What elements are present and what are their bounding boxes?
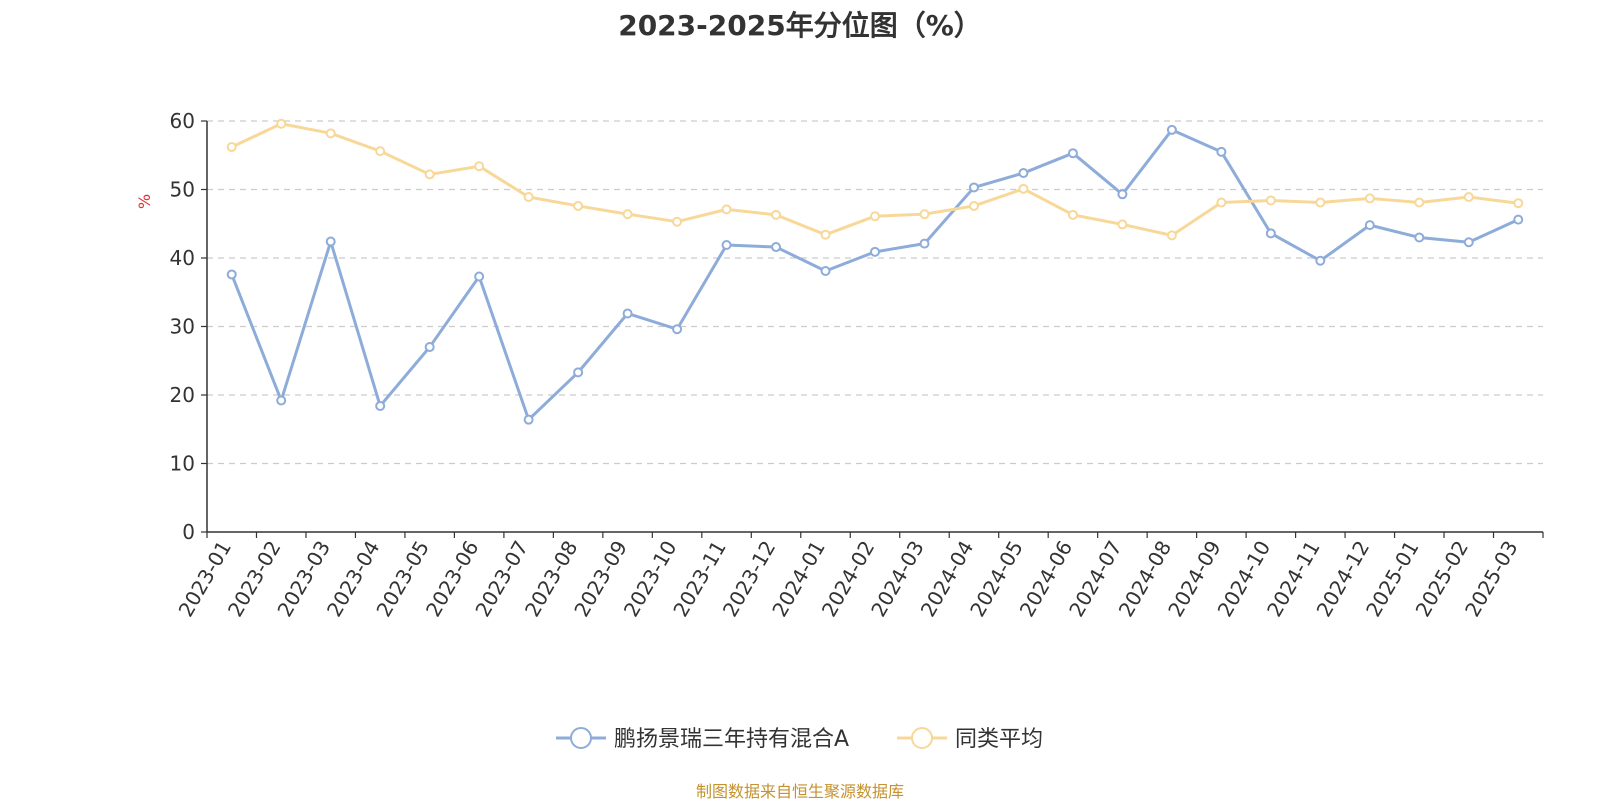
data-point [622,209,633,220]
data-point [1265,228,1276,239]
y-axis-label: % [135,194,154,209]
legend-label: 同类平均 [955,727,1043,752]
data-point [325,128,336,139]
data-point [375,400,386,411]
y-tick-label: 0 [182,520,195,544]
data-point [573,200,584,211]
y-tick-label: 60 [170,109,195,133]
data-point [820,229,831,240]
data-point [672,324,683,335]
data-point [474,161,485,172]
data-point [1364,193,1375,204]
data-point [1315,197,1326,208]
data-point [771,209,782,220]
data-point [1513,198,1524,209]
data-point [276,118,287,129]
chart-title: 2023-2025年分位图（%） [618,9,982,42]
data-point [771,242,782,253]
data-point [1513,214,1524,225]
source-note: 制图数据来自恒生聚源数据库 [695,782,904,801]
data-point [1067,209,1078,220]
data-point [919,209,930,220]
data-point [1018,168,1029,179]
data-point [1414,232,1425,243]
data-point [1067,148,1078,159]
data-point [968,200,979,211]
data-point [226,269,237,280]
data-point [919,238,930,249]
data-point [325,236,336,247]
data-point [672,216,683,227]
data-point [424,342,435,353]
data-point [870,246,880,257]
data-point [523,192,534,203]
data-point [1117,189,1128,200]
data-point [721,239,732,250]
data-point [1018,183,1029,194]
data-point [1414,197,1425,208]
data-point [622,308,633,319]
data-point [474,271,485,282]
legend-marker [911,727,933,749]
data-point [1216,197,1227,208]
y-tick-label: 40 [170,246,195,270]
legend-marker [570,727,592,749]
data-point [573,367,584,378]
data-point [820,266,831,277]
data-point [870,211,880,222]
legend-label: 鹏扬景瑞三年持有混合A [614,727,849,752]
data-point [1216,146,1227,157]
data-point [1315,255,1326,266]
y-tick-label: 10 [170,452,195,476]
data-point [276,395,287,406]
data-point [968,182,979,193]
data-point [226,142,237,153]
data-point [1364,220,1375,231]
data-point [1166,124,1177,135]
data-point [375,146,386,157]
data-point [1265,195,1276,206]
data-point [523,414,534,425]
data-point [1117,219,1128,230]
y-tick-label: 50 [170,178,195,202]
y-tick-label: 30 [170,315,195,339]
data-point [424,169,435,180]
data-point [1463,192,1474,203]
data-point [1166,230,1177,241]
y-tick-label: 20 [170,383,195,407]
data-point [721,204,732,215]
data-point [1463,237,1474,248]
